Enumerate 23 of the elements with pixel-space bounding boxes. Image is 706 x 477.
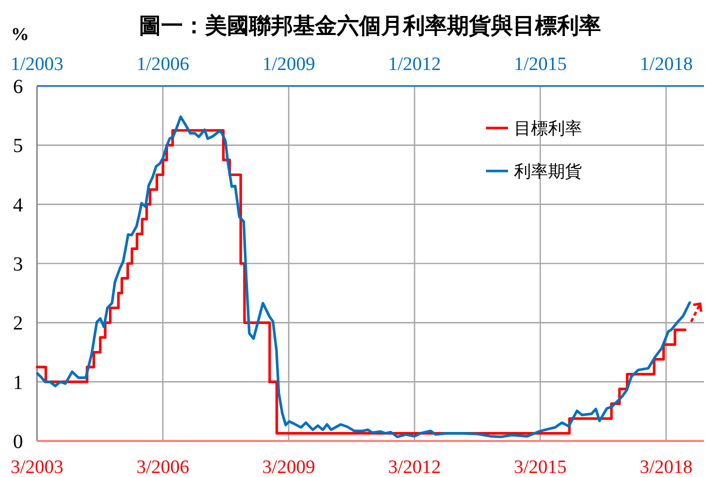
x-tick-label: 3/2018 xyxy=(640,457,692,477)
x-tick-label: 3/2009 xyxy=(262,457,316,477)
legend-label: 目標利率 xyxy=(514,119,582,138)
y-tick-label: 2 xyxy=(13,312,23,335)
y-axis-title: % xyxy=(11,24,29,44)
x2-tick-label: 1/2009 xyxy=(262,54,316,75)
x2-tick-label: 1/2006 xyxy=(136,54,190,75)
y-tick-label: 1 xyxy=(13,372,23,394)
y-tick-label: 4 xyxy=(13,194,23,216)
y-tick-label: 3 xyxy=(13,254,23,276)
y-tick-label: 0 xyxy=(13,431,23,453)
y-tick-label: 5 xyxy=(13,135,23,158)
x2-tick-label: 1/2003 xyxy=(10,54,64,75)
y-tick-label: 6 xyxy=(13,76,23,98)
legend-label: 利率期貨 xyxy=(514,162,582,181)
x-tick-label: 3/2015 xyxy=(514,457,567,477)
x-tick-label: 3/2012 xyxy=(388,457,441,477)
x-tick-label: 3/2003 xyxy=(10,457,64,477)
x2-tick-label: 1/2012 xyxy=(388,54,441,75)
x-tick-label: 3/2006 xyxy=(136,457,190,477)
x2-tick-label: 1/2018 xyxy=(640,54,693,75)
chart-title: 圖一：美國聯邦基金六個月利率期貨與目標利率 xyxy=(139,13,601,38)
x2-tick-label: 1/2015 xyxy=(514,54,567,75)
